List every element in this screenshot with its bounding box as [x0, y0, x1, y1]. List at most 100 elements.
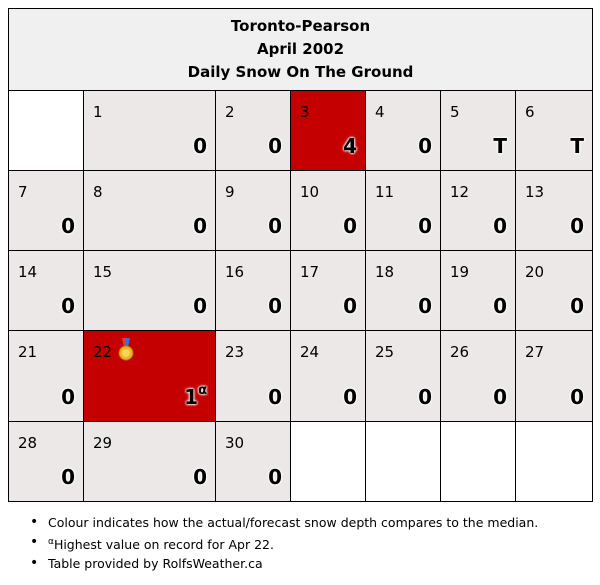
record-text: Highest value on record for Apr 22.: [53, 536, 274, 552]
day-cell: 27 0: [514, 330, 594, 422]
month-label: April 2002: [257, 40, 345, 58]
snow-depth-number: 0: [493, 294, 507, 318]
snow-depth-number: 0: [193, 214, 207, 238]
snow-depth-value: 0: [493, 385, 507, 409]
note-colour: Colour indicates how the actual/forecast…: [30, 513, 538, 533]
day-cell: 19 0: [440, 250, 516, 331]
snow-depth-value: 0: [268, 385, 282, 409]
snow-calendar-table: Toronto-Pearson April 2002 Daily Snow On…: [7, 8, 594, 502]
day-number: 9: [225, 183, 235, 201]
snow-depth-number: T: [493, 134, 507, 158]
day-cell: 20 0: [514, 250, 594, 331]
snow-depth-number: 0: [343, 214, 357, 238]
day-number: 10: [300, 183, 320, 201]
snow-depth-value: 0: [570, 294, 584, 318]
empty-day-cell: [365, 421, 441, 502]
note-record: αHighest value on record for Apr 22.: [30, 533, 538, 555]
snow-depth-number: T: [570, 134, 585, 158]
snow-depth-value: 0: [268, 214, 282, 238]
snow-depth-number: 4: [343, 134, 357, 158]
day-number: 21: [18, 343, 38, 361]
day-cell: 17 0: [290, 250, 366, 331]
note-credit: Table provided by RolfsWeather.ca: [30, 554, 538, 574]
day-number: 29: [93, 434, 113, 452]
day-number: 15: [93, 263, 113, 281]
snow-depth-value: 0: [343, 214, 357, 238]
day-cell: 28 0: [8, 421, 84, 502]
snow-depth-value: 0: [343, 385, 357, 409]
day-cell: 22 1α: [83, 330, 216, 422]
snow-depth-value: T: [570, 134, 584, 158]
week-row: 14 0 15 0 16 0 17 0 18 0 19 0 20 0: [8, 250, 594, 331]
snow-depth-value: 0: [418, 294, 432, 318]
snow-depth-number: 0: [61, 465, 75, 489]
day-cell: 23 0: [215, 330, 291, 422]
snow-depth-value: T: [493, 134, 507, 158]
empty-day-cell: [514, 421, 594, 502]
day-number: 1: [93, 103, 103, 121]
snow-depth-value: 0: [61, 465, 75, 489]
snow-depth-number: 0: [493, 385, 507, 409]
snow-depth-value: 0: [61, 294, 75, 318]
notes-list: Colour indicates how the actual/forecast…: [24, 513, 538, 574]
snow-depth-number: 0: [493, 214, 507, 238]
day-cell: 24 0: [290, 330, 366, 422]
day-cell: 10 0: [290, 170, 366, 251]
snow-depth-value: 0: [268, 465, 282, 489]
snow-depth-value: 0: [61, 385, 75, 409]
day-number: 27: [525, 343, 545, 361]
snow-depth-value: 0: [493, 294, 507, 318]
day-number: 2: [225, 103, 235, 121]
snow-depth-value: 0: [343, 294, 357, 318]
day-cell: 26 0: [440, 330, 516, 422]
snow-depth-value: 0: [268, 134, 282, 158]
day-cell: 30 0: [215, 421, 291, 502]
day-cell: 12 0: [440, 170, 516, 251]
medal-icon: [118, 338, 134, 361]
snow-depth-number: 0: [268, 134, 282, 158]
snow-depth-number: 0: [61, 385, 75, 409]
snow-depth-value: 0: [418, 385, 432, 409]
snow-depth-number: 0: [193, 134, 207, 158]
station-name: Toronto-Pearson: [230, 17, 371, 35]
calendar-header: Toronto-Pearson April 2002 Daily Snow On…: [7, 8, 594, 91]
day-number: 22: [93, 343, 113, 361]
snow-depth-value: 0: [570, 214, 584, 238]
day-number: 17: [300, 263, 320, 281]
snow-depth-value: 0: [493, 214, 507, 238]
snow-depth-value: 0: [268, 294, 282, 318]
snow-depth-value: 0: [61, 214, 75, 238]
snow-depth-number: 0: [418, 134, 432, 158]
snow-depth-value: 0: [418, 214, 432, 238]
day-cell: 14 0: [8, 250, 84, 331]
week-row: 28 0 29 0 30 0: [8, 421, 594, 502]
snow-depth-value: 0: [193, 214, 207, 238]
week-row: 7 0 8 0 9 0 10 0 11 0 12 0 13 0: [8, 170, 594, 251]
snow-depth-number: 1: [184, 385, 199, 409]
day-number: 12: [450, 183, 470, 201]
day-cell: 21 0: [8, 330, 84, 422]
day-number: 5: [450, 103, 460, 121]
empty-day-cell: [8, 90, 84, 171]
snow-depth-number: 0: [268, 214, 282, 238]
day-cell: 16 0: [215, 250, 291, 331]
empty-day-cell: [440, 421, 516, 502]
day-number: 3: [300, 103, 310, 121]
snow-depth-value: 0: [570, 385, 584, 409]
snow-depth-number: 0: [418, 385, 432, 409]
calendar-body: 1 0 2 0 3 4 4 0 5 T 6 T 7 0 8 0 9 0 10 0 11 0 12 0 13 0 14 0 15 0 16 0 1…: [8, 90, 594, 502]
snow-depth-value: 0: [193, 465, 207, 489]
day-number: 26: [450, 343, 470, 361]
snow-depth-value: 0: [193, 134, 207, 158]
day-number: 28: [18, 434, 38, 452]
snow-depth-number: 0: [570, 294, 585, 318]
snow-depth-number: 0: [268, 465, 282, 489]
snow-depth-number: 0: [61, 294, 75, 318]
snow-depth-number: 0: [268, 294, 282, 318]
